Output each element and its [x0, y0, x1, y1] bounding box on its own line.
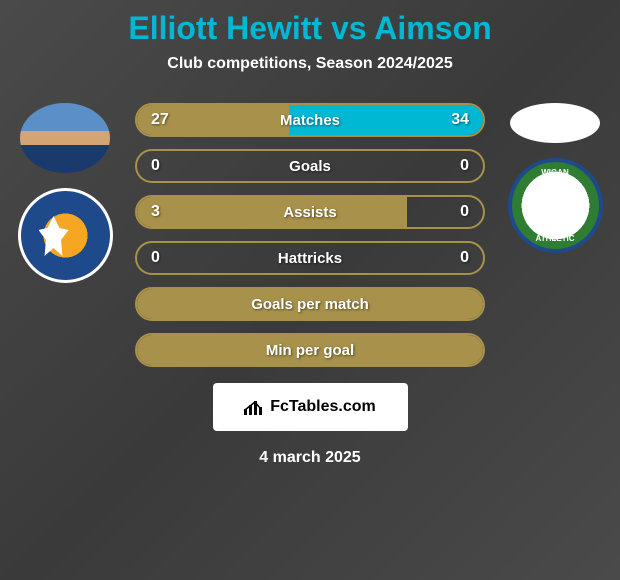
club-left-badge	[18, 188, 113, 283]
stat-label: Matches	[280, 112, 340, 129]
player-right-column: WIGAN ATHLETIC	[505, 103, 605, 253]
subtitle: Club competitions, Season 2024/2025	[0, 55, 620, 73]
stats-column: 27 34 Matches 0 0 Goals 3 0 Assists 0 0 Hattricks Go…	[135, 103, 485, 367]
stat-value-left: 3	[151, 203, 160, 221]
date-text: 4 march 2025	[0, 449, 620, 467]
stat-label: Assists	[283, 204, 336, 221]
club-right-name-bottom: ATHLETIC	[536, 234, 575, 243]
main-area: 27 34 Matches 0 0 Goals 3 0 Assists 0 0 Hattricks Go…	[0, 103, 620, 367]
player-left-avatar	[20, 103, 110, 173]
stat-row: 0 0 Hattricks	[135, 241, 485, 275]
stat-value-right: 0	[460, 157, 469, 175]
player-left-column	[15, 103, 115, 283]
stat-value-right: 0	[460, 249, 469, 267]
comparison-container: Elliott Hewitt vs Aimson Club competitio…	[0, 0, 620, 467]
stat-label: Min per goal	[266, 342, 354, 359]
stat-row: 27 34 Matches	[135, 103, 485, 137]
stat-row: Min per goal	[135, 333, 485, 367]
page-title: Elliott Hewitt vs Aimson	[0, 10, 620, 47]
stat-row: Goals per match	[135, 287, 485, 321]
stat-fill-left	[137, 197, 407, 227]
player-right-avatar	[510, 103, 600, 143]
chart-icon	[244, 399, 264, 415]
stat-value-left: 0	[151, 249, 160, 267]
stat-label: Goals	[289, 158, 331, 175]
club-right-name-top: WIGAN	[541, 168, 569, 177]
club-right-badge: WIGAN ATHLETIC	[508, 158, 603, 253]
stat-row: 3 0 Assists	[135, 195, 485, 229]
stat-value-right: 34	[451, 111, 469, 129]
stat-label: Hattricks	[278, 250, 342, 267]
stat-value-left: 27	[151, 111, 169, 129]
footer-badge[interactable]: FcTables.com	[213, 383, 408, 431]
stat-row: 0 0 Goals	[135, 149, 485, 183]
footer-label: FcTables.com	[270, 398, 376, 416]
stat-value-right: 0	[460, 203, 469, 221]
stat-value-left: 0	[151, 157, 160, 175]
stat-label: Goals per match	[251, 296, 369, 313]
